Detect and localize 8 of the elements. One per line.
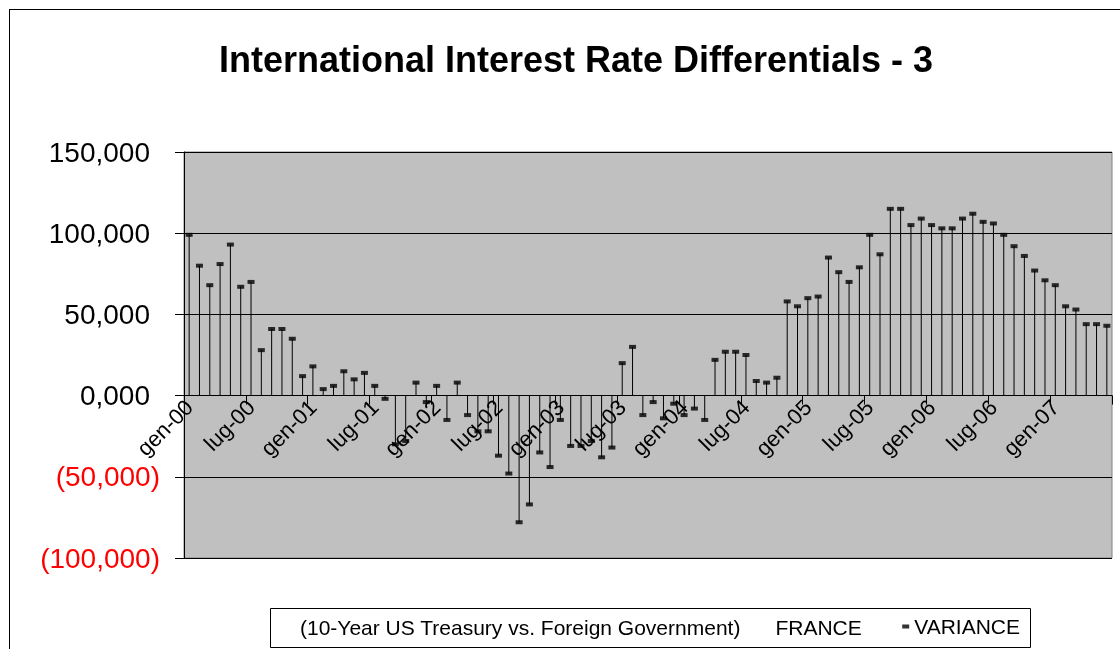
y-tick-label: (50,000) bbox=[55, 461, 160, 493]
y-tick-label: 100,000 bbox=[48, 217, 150, 249]
y-tick-label: 150,000 bbox=[48, 136, 150, 168]
y-tick-label: (100,000) bbox=[40, 542, 160, 574]
legend-title: (10-Year US Treasury vs. Foreign Government) FRANCE bbox=[300, 615, 862, 639]
y-tick-label: 50,000 bbox=[64, 298, 150, 330]
legend-label: VARIANCE bbox=[914, 615, 1021, 638]
chart-title: International Interest Rate Differentials - 3 bbox=[218, 38, 934, 80]
